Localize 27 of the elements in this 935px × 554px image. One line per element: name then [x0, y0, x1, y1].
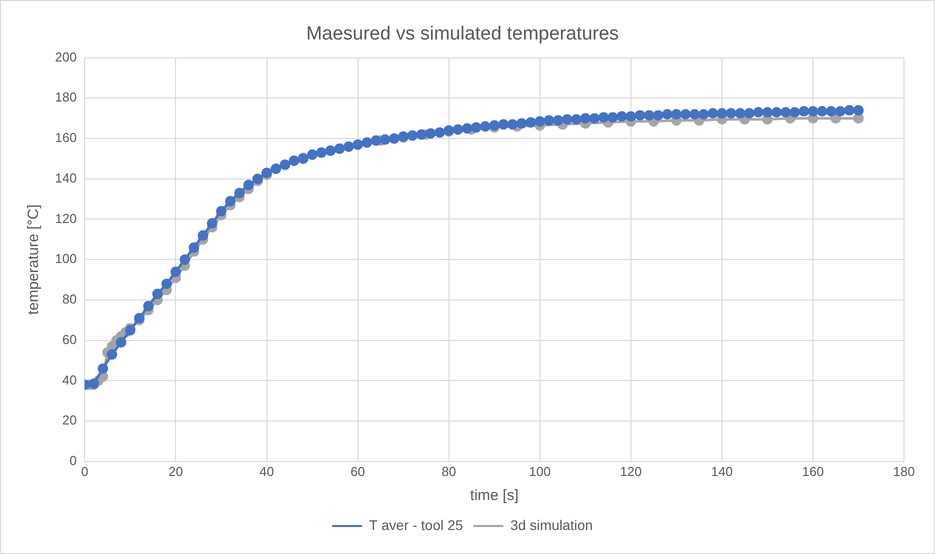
- x-axis-title: time [s]: [470, 487, 519, 504]
- y-tick-label: 140: [54, 170, 77, 186]
- y-tick-label: 40: [62, 372, 77, 388]
- y-tick-label: 80: [62, 292, 77, 307]
- y-tick-label: 160: [54, 130, 77, 146]
- x-tick-label: 160: [802, 464, 824, 479]
- y-tick-label: 100: [54, 251, 77, 266]
- y-tick-label: 20: [62, 412, 77, 428]
- x-tick-label: 0: [81, 464, 88, 479]
- y-tick-label: 200: [54, 49, 77, 64]
- legend-label: 3d simulation: [510, 516, 593, 533]
- y-tick-label: 60: [62, 332, 77, 347]
- point: [853, 113, 864, 124]
- x-tick-label: 140: [711, 464, 733, 479]
- x-tick-label: 180: [893, 464, 915, 479]
- x-tick-label: 40: [260, 464, 274, 479]
- legend-label: T aver - tool 25: [369, 516, 464, 533]
- x-tick-label: 120: [620, 464, 642, 479]
- y-tick-label: 180: [54, 90, 77, 105]
- chart-title: Maesured vs simulated temperatures: [306, 24, 619, 45]
- x-tick-label: 80: [442, 464, 456, 479]
- y-tick-label: 0: [69, 452, 77, 468]
- x-tick-label: 20: [168, 464, 183, 479]
- x-tick-label: 100: [529, 464, 551, 479]
- x-tick-label: 60: [350, 464, 366, 479]
- y-axis-title: temperature [°C]: [25, 204, 42, 315]
- y-tick-label: 120: [54, 210, 77, 226]
